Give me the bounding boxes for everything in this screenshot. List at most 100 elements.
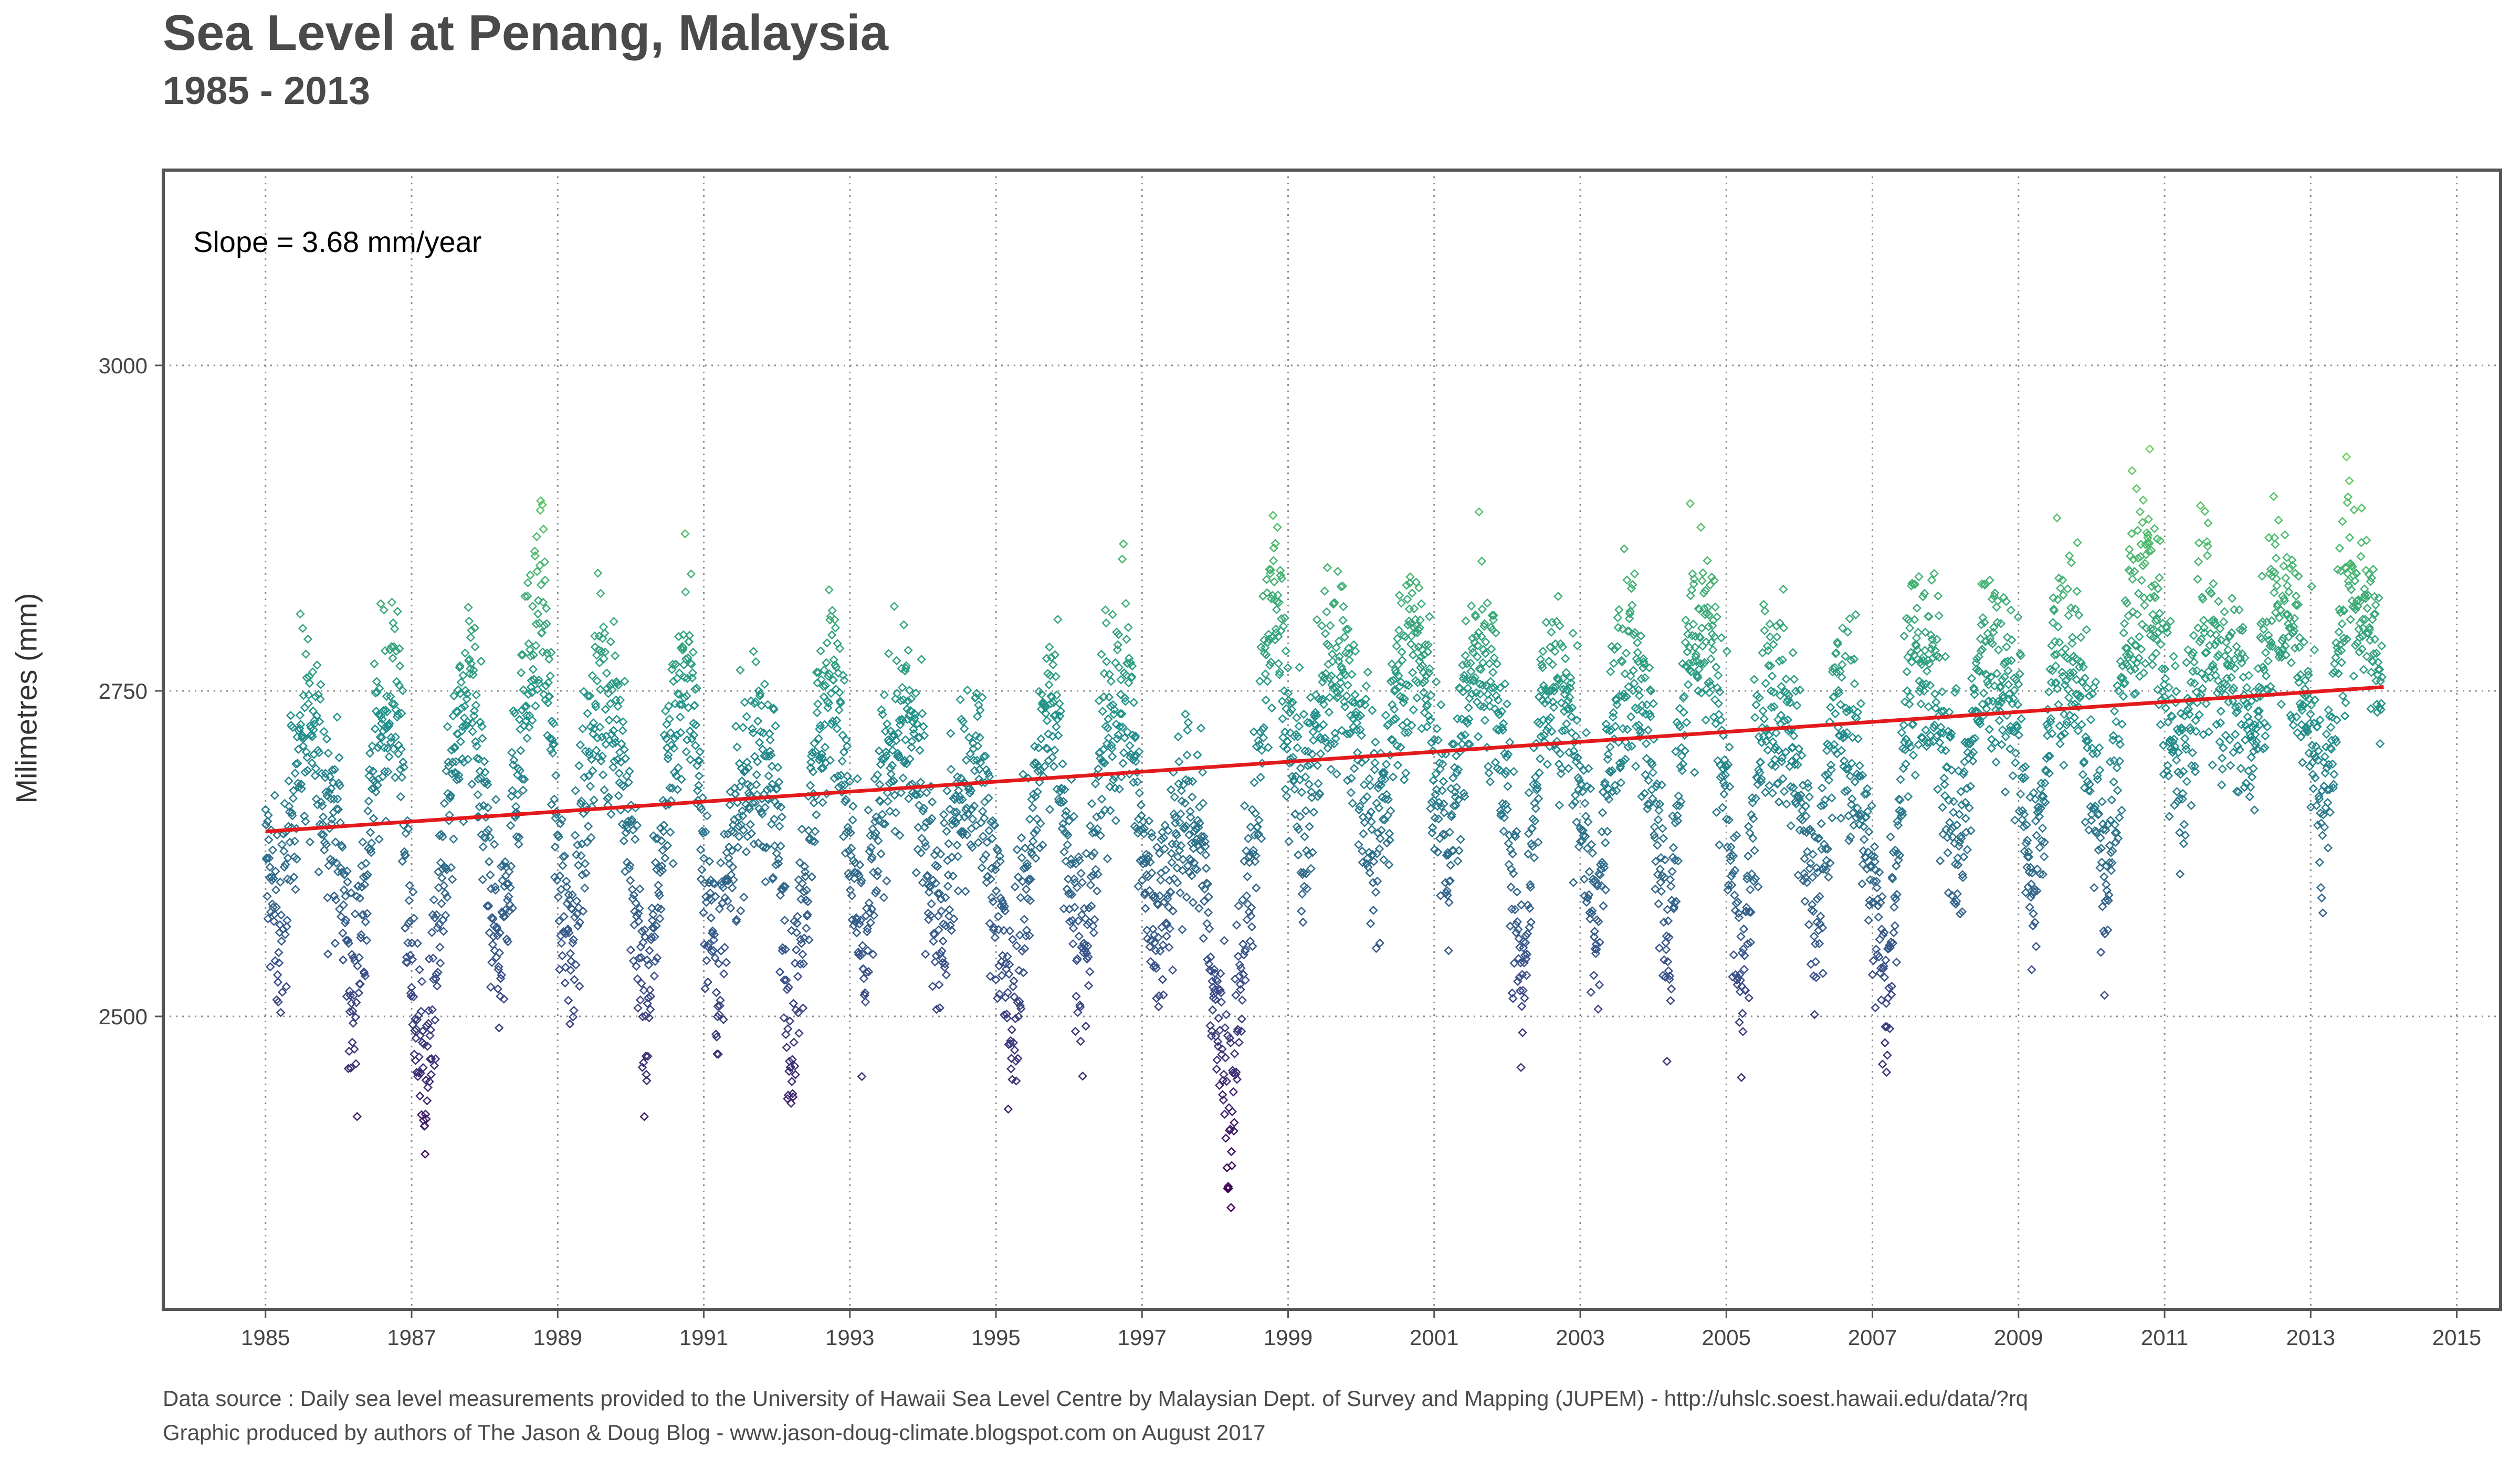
data-point	[560, 851, 570, 861]
data-point	[2035, 843, 2044, 852]
data-point	[1113, 640, 1122, 649]
data-point	[568, 1012, 578, 1022]
data-point	[1986, 672, 1996, 681]
data-point	[1681, 638, 1690, 647]
data-point	[1510, 832, 1520, 842]
data-point	[2179, 820, 2189, 830]
data-point	[574, 761, 584, 771]
data-point	[1210, 964, 1219, 974]
data-point	[1087, 799, 1097, 808]
data-point	[1371, 887, 1381, 897]
data-point	[1586, 988, 1596, 997]
data-point	[1502, 699, 1512, 709]
data-point	[1431, 790, 1440, 799]
data-point	[1033, 766, 1043, 776]
data-point	[1879, 961, 1888, 971]
data-point	[965, 749, 975, 759]
data-point	[1842, 707, 1851, 717]
data-point	[1825, 858, 1835, 868]
data-point	[1804, 920, 1814, 929]
data-point	[1997, 740, 2007, 749]
data-point	[2238, 623, 2248, 632]
data-point	[1886, 990, 1896, 1000]
data-point	[1194, 904, 1204, 913]
data-point	[1723, 760, 1733, 770]
data-point	[1436, 891, 1445, 900]
data-point	[890, 694, 900, 704]
data-point	[1692, 656, 1702, 666]
data-point	[2109, 777, 2118, 787]
data-point	[679, 693, 689, 702]
data-point	[1026, 847, 1036, 857]
data-point	[397, 772, 407, 782]
data-point	[2250, 805, 2260, 815]
data-point	[1522, 929, 1532, 939]
data-point	[1851, 610, 1861, 620]
data-point	[475, 802, 485, 812]
data-point	[1524, 849, 1533, 859]
data-point	[1710, 695, 1720, 705]
data-point	[409, 914, 419, 923]
data-point	[911, 868, 921, 878]
data-point	[514, 715, 524, 724]
data-point	[1308, 847, 1317, 857]
data-point	[1592, 944, 1601, 954]
data-point	[482, 901, 492, 911]
data-point	[772, 784, 782, 793]
data-point	[1644, 800, 1654, 810]
data-point	[1564, 704, 1574, 714]
data-point	[2131, 640, 2141, 650]
data-point	[1247, 922, 1257, 932]
data-point	[1203, 955, 1212, 964]
data-point	[660, 853, 670, 863]
data-point	[375, 732, 385, 742]
data-point	[403, 824, 413, 834]
data-point	[1316, 749, 1326, 759]
data-point	[1137, 876, 1147, 885]
data-point	[798, 949, 807, 959]
data-point	[514, 833, 524, 842]
data-point	[948, 820, 957, 830]
data-point	[1310, 708, 1320, 717]
data-point	[1990, 738, 2000, 747]
data-point	[1910, 770, 1920, 780]
data-point	[1035, 778, 1044, 787]
data-point	[803, 897, 813, 907]
data-point	[1249, 727, 1258, 737]
data-point	[1324, 641, 1334, 650]
data-point	[421, 1109, 430, 1119]
data-point	[1759, 600, 1769, 610]
data-point	[1845, 771, 1855, 781]
data-point	[545, 733, 555, 743]
data-point	[654, 888, 664, 898]
data-point	[301, 816, 310, 826]
data-point	[1542, 759, 1552, 769]
data-point	[1547, 727, 1557, 736]
data-point	[1847, 732, 1857, 742]
data-point	[870, 817, 880, 826]
data-point	[891, 808, 901, 817]
data-point	[988, 834, 997, 843]
data-point	[295, 710, 305, 720]
data-point	[281, 982, 291, 992]
data-point	[904, 794, 914, 804]
data-point	[400, 847, 409, 857]
data-point	[1166, 887, 1175, 897]
data-point	[1650, 833, 1660, 843]
data-point	[1726, 842, 1736, 852]
data-point	[375, 740, 385, 750]
data-point	[669, 743, 679, 753]
data-point	[847, 891, 857, 900]
data-point	[1601, 838, 1610, 848]
data-point	[1605, 742, 1615, 752]
data-point	[1109, 705, 1119, 715]
data-point	[1794, 792, 1803, 801]
data-point	[1910, 580, 1920, 589]
data-point	[2067, 633, 2077, 642]
data-point	[1673, 811, 1682, 821]
data-point	[562, 899, 572, 908]
data-point	[725, 800, 734, 810]
data-point	[2064, 551, 2074, 561]
data-point	[1337, 662, 1346, 672]
data-point	[2108, 846, 2117, 856]
